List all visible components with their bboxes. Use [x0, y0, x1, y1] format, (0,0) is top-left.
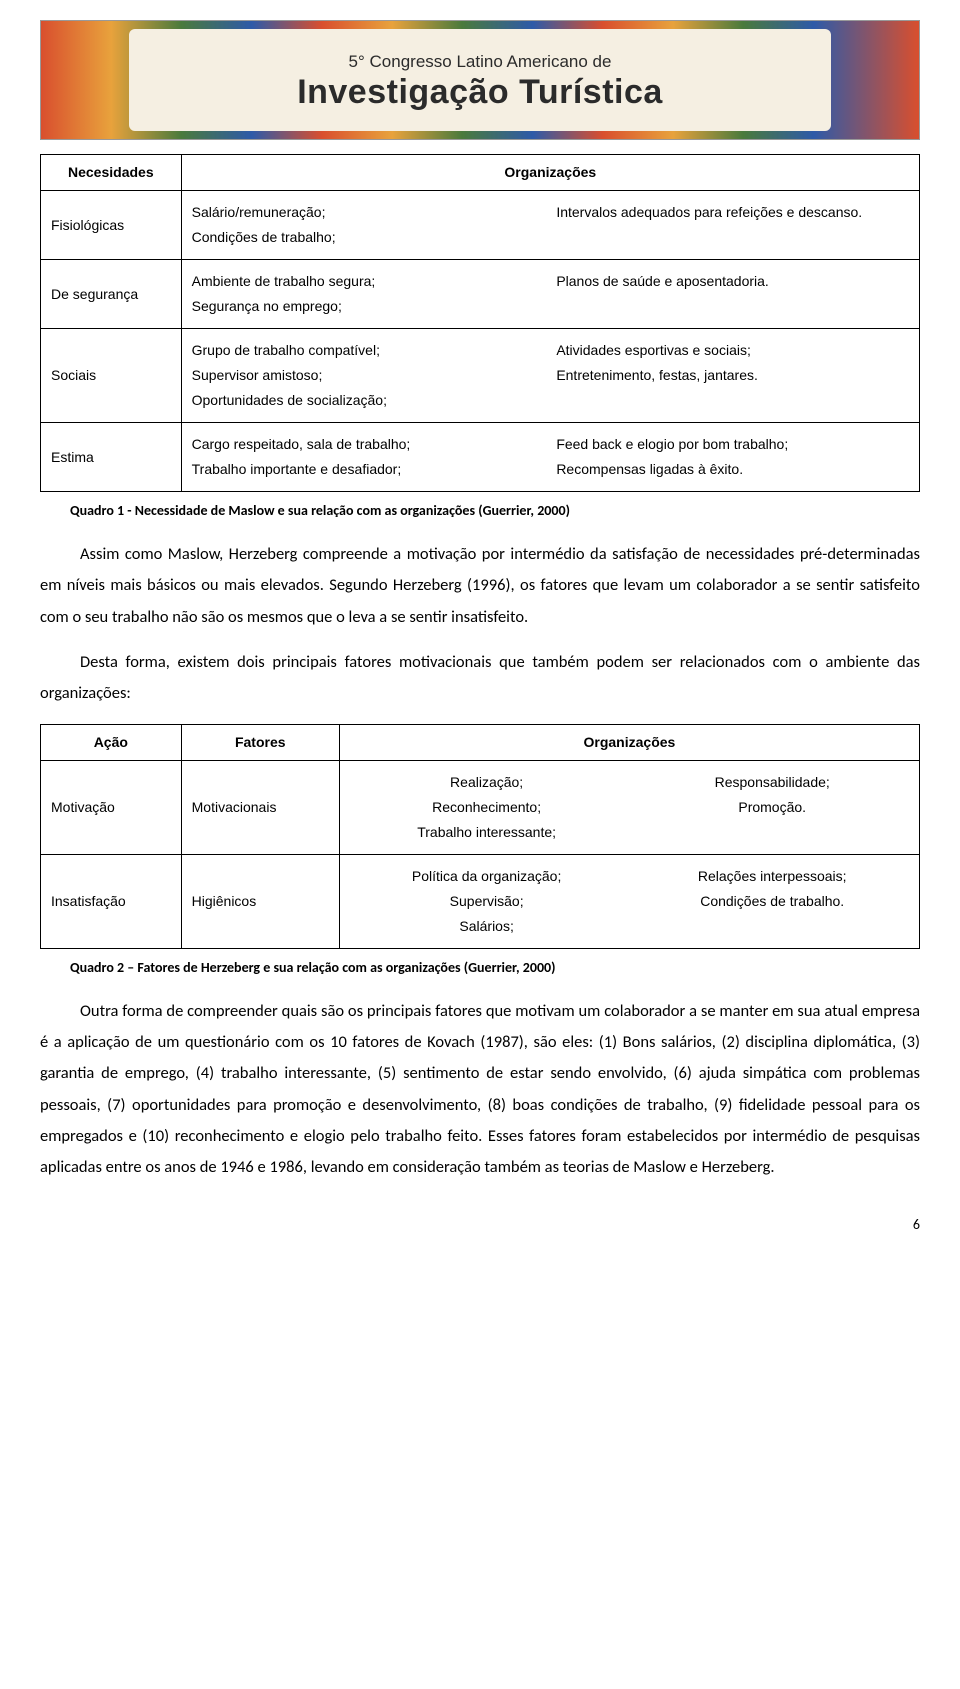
necessidade-label: Sociais [41, 329, 182, 423]
banner-subtitle: 5° Congresso Latino Americano de [349, 49, 612, 75]
banner-text-box: 5° Congresso Latino Americano de Investi… [129, 29, 831, 131]
col-header-organizacoes-2: Organizações [339, 724, 919, 760]
cell-text: Planos de saúde e aposentadoria. [556, 271, 909, 292]
cell-text: Trabalho importante e desafiador; [192, 459, 545, 480]
table-row: Sociais Grupo de trabalho compatível; Supe… [41, 329, 920, 423]
paragraph-2: Desta forma, existem dois principais fat… [40, 647, 920, 710]
necessidade-label: Fisiológicas [41, 191, 182, 260]
acao-cell: Insatisfação [41, 854, 182, 948]
table-header-row: Ação Fatores Organizações [41, 724, 920, 760]
fatores-cell: Higiênicos [181, 854, 339, 948]
cell-text: Condições de trabalho. [635, 891, 909, 912]
cell-text: Condições de trabalho; [192, 227, 545, 248]
col-header-acao: Ação [41, 724, 182, 760]
necessidade-label: De segurança [41, 260, 182, 329]
cell-text: Intervalos adequados para refeições e de… [556, 202, 909, 223]
table-row: De segurançaAmbiente de trabalho segura;… [41, 260, 920, 329]
fatores-cell: Motivacionais [181, 760, 339, 854]
cell-text: Recompensas ligadas à êxito. [556, 459, 909, 480]
cell-text: Promoção. [635, 797, 909, 818]
cell-text: Oportunidades de socialização; [192, 390, 545, 411]
cell-text: Supervisor amistoso; [192, 365, 545, 386]
organizacoes-cell: Salário/remuneração; Condições de trabalh… [181, 191, 919, 260]
cell-text: Atividades esportivas e sociais; [556, 340, 909, 361]
table-row: Fisiológicas Salário/remuneração; Condiçõe… [41, 191, 920, 260]
cell-text: Grupo de trabalho compatível; [192, 340, 545, 361]
paragraph-3: Outra forma de compreender quais são os … [40, 996, 920, 1184]
herzeberg-table: Ação Fatores Organizações MotivaçãoMotiv… [40, 724, 920, 949]
table-header-row: Necesidades Organizações [41, 155, 920, 191]
table-row: MotivaçãoMotivacionais Realização; Reconhe… [41, 760, 920, 854]
organizacoes-cell: Política da organização; Supervisão; Salár… [339, 854, 919, 948]
cell-text: Salário/remuneração; [192, 202, 545, 223]
maslow-table: Necesidades Organizações FisiológicasSal… [40, 154, 920, 492]
col-header-fatores: Fatores [181, 724, 339, 760]
organizacoes-cell: Ambiente de trabalho segura; Segurança no… [181, 260, 919, 329]
cell-text: Entretenimento, festas, jantares. [556, 365, 909, 386]
necessidade-label: Estima [41, 423, 182, 492]
cell-text: Reconhecimento; [350, 797, 624, 818]
cell-text: Ambiente de trabalho segura; [192, 271, 545, 292]
col-header-organizacoes: Organizações [181, 155, 919, 191]
caption-quadro-1: Quadro 1 - Necessidade de Maslow e sua r… [70, 500, 920, 521]
cell-text: Feed back e elogio por bom trabalho; [556, 434, 909, 455]
cell-text: Supervisão; [350, 891, 624, 912]
cell-text: Salários; [350, 916, 624, 937]
organizacoes-cell: Cargo respeitado, sala de trabalho; Traba… [181, 423, 919, 492]
organizacoes-cell: Realização; Reconhecimento; Trabalho inter… [339, 760, 919, 854]
cell-text: Segurança no emprego; [192, 296, 545, 317]
cell-text: Trabalho interessante; [350, 822, 624, 843]
paragraph-1: Assim como Maslow, Herzeberg compreende … [40, 539, 920, 633]
table-row: EstimaCargo respeitado, sala de trabalho… [41, 423, 920, 492]
cell-text: Cargo respeitado, sala de trabalho; [192, 434, 545, 455]
cell-text: Relações interpessoais; [635, 866, 909, 887]
col-header-necesidades: Necesidades [41, 155, 182, 191]
banner-title: Investigação Turística [297, 74, 663, 111]
caption-quadro-2: Quadro 2 – Fatores de Herzeberg e sua re… [70, 957, 920, 978]
organizacoes-cell: Grupo de trabalho compatível; Supervisor … [181, 329, 919, 423]
acao-cell: Motivação [41, 760, 182, 854]
cell-text: Política da organização; [350, 866, 624, 887]
page-number: 6 [40, 1214, 920, 1235]
header-banner: 5° Congresso Latino Americano de Investi… [40, 20, 920, 140]
table-row: InsatisfaçãoHigiênicosPolítica da organi… [41, 854, 920, 948]
cell-text: Responsabilidade; [635, 772, 909, 793]
cell-text: Realização; [350, 772, 624, 793]
